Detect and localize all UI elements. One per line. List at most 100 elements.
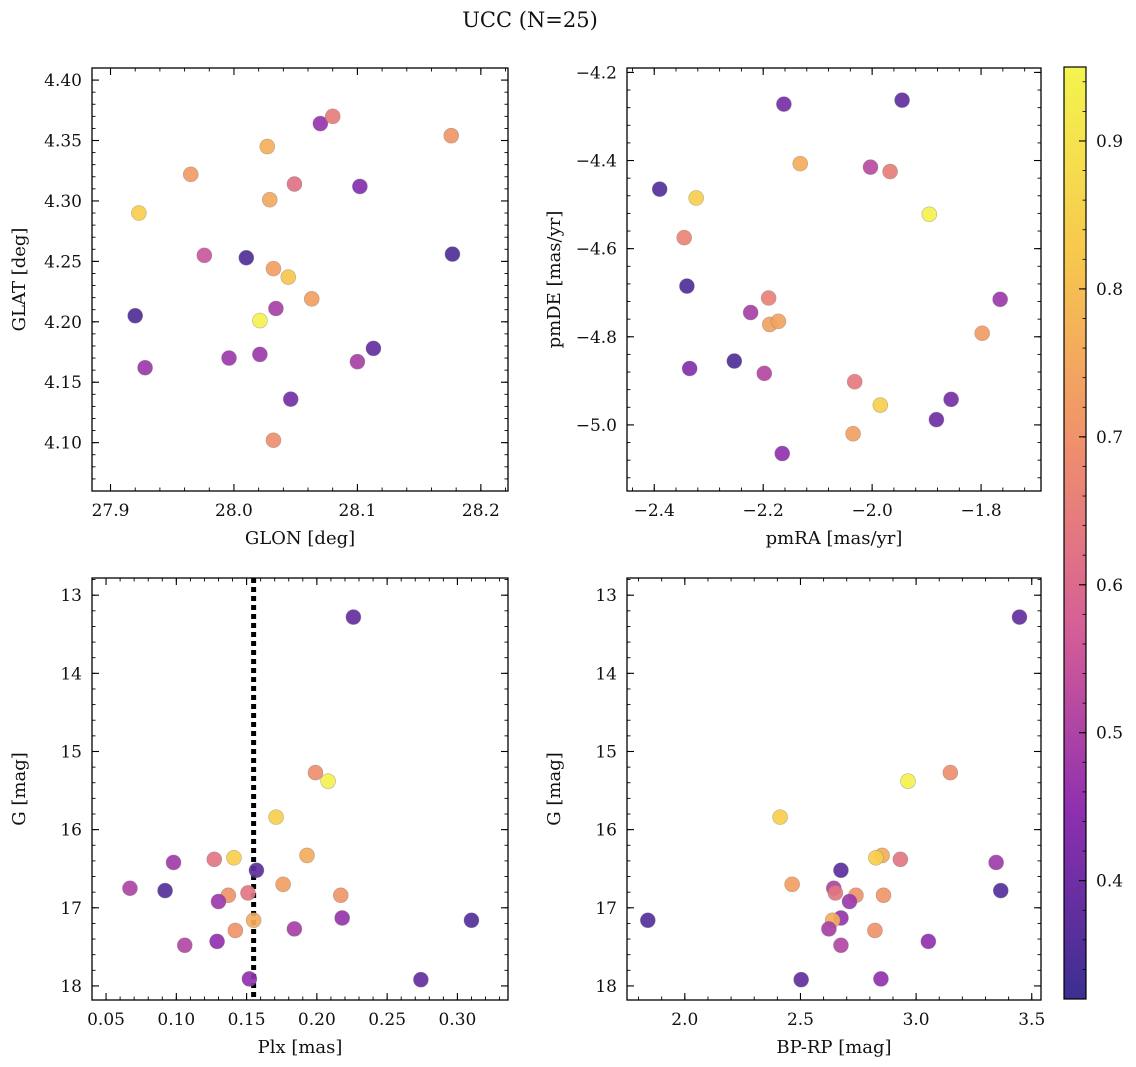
data-point <box>894 92 910 108</box>
x-tick-label: 0.10 <box>157 1010 195 1030</box>
data-point <box>651 181 668 197</box>
y-tick-label: −5.0 <box>576 416 617 436</box>
data-point <box>282 391 299 407</box>
y-tick-label: 4.25 <box>44 252 82 272</box>
data-point <box>349 353 366 370</box>
data-point <box>742 304 759 321</box>
colorbar: 0.4 0.5 0.6 0.7 0.8 0.9 <box>1063 66 1123 1000</box>
y-tick-label: −4.2 <box>576 63 617 83</box>
y-tick-label: −4.8 <box>576 328 617 348</box>
data-point <box>227 922 244 939</box>
colorbar-tick-label: 0.7 <box>1096 428 1123 448</box>
data-point <box>268 300 284 317</box>
y-tick-label: 17 <box>60 899 82 919</box>
x-tick-label: 0.15 <box>228 1010 266 1030</box>
data-point <box>827 885 844 901</box>
data-point <box>334 910 350 926</box>
data-point <box>772 809 788 825</box>
y-tick-label: 18 <box>595 977 617 997</box>
data-point <box>365 340 382 357</box>
x-tick-label: −2.4 <box>634 501 675 521</box>
y-tick-label: 13 <box>595 586 617 606</box>
x-tick-label: 3.0 <box>903 1010 930 1030</box>
y-axis-label: pmDE [mas/yr] <box>544 211 565 349</box>
data-point <box>921 206 938 223</box>
data-point <box>165 854 182 871</box>
data-point <box>770 313 787 330</box>
y-axis-label: GLAT [deg] <box>9 228 30 332</box>
data-point <box>131 205 147 221</box>
data-point <box>846 373 863 390</box>
data-point <box>303 291 320 307</box>
x-tick-label: 0.20 <box>298 1010 336 1030</box>
data-point <box>688 190 704 206</box>
axes-frame <box>626 67 1042 492</box>
data-point <box>882 163 898 180</box>
panel-glon-glat: 27.9 28.0 28.1 28.2 4.10 4.15 4.20 4.25 4.30 4.35… <box>9 67 509 549</box>
data-point <box>760 290 777 306</box>
x-tick-label: 3.5 <box>1018 1010 1045 1030</box>
x-tick-label: −1.8 <box>960 501 1001 521</box>
y-tick-label: 4.40 <box>44 71 82 91</box>
data-point <box>676 229 692 246</box>
colorbar-tick-label: 0.5 <box>1096 724 1123 744</box>
panel-pmra-pmde: −2.4 −2.2 −2.0 −1.8 −5.0 −4.8 −4.6 −4.4 −4.2 pmRA… <box>544 63 1042 549</box>
data-point <box>286 921 303 937</box>
x-tick-label: 28.2 <box>462 501 500 521</box>
x-axis-label: BP-RP [mag] <box>776 1037 891 1058</box>
data-point <box>845 425 861 442</box>
data-point <box>265 260 282 277</box>
y-tick-label: 15 <box>595 742 617 762</box>
colorbar-frame <box>1063 66 1087 1000</box>
data-point <box>268 809 284 825</box>
y-tick-label: 4.15 <box>44 373 82 393</box>
x-tick-label: 0.25 <box>368 1010 406 1030</box>
data-point <box>862 159 879 175</box>
data-point <box>892 851 909 868</box>
data-point <box>726 353 743 369</box>
y-tick-label: 13 <box>60 586 82 606</box>
data-point <box>196 247 213 264</box>
x-tick-label: 28.0 <box>215 501 253 521</box>
y-tick-label: 4.30 <box>44 192 82 212</box>
data-point <box>206 851 223 868</box>
data-point <box>776 96 792 112</box>
data-point <box>286 176 303 192</box>
x-tick-label: 28.1 <box>338 501 376 521</box>
data-point <box>942 764 959 781</box>
data-point <box>928 411 945 428</box>
x-tick-label: 0.05 <box>87 1010 125 1030</box>
data-point <box>210 893 227 910</box>
colorbar-fill <box>1064 67 1086 999</box>
y-tick-label: 4.35 <box>44 132 82 152</box>
data-point <box>640 912 656 929</box>
data-point <box>988 854 1004 871</box>
data-point <box>137 359 153 376</box>
y-tick-label: 16 <box>595 821 617 841</box>
colorbar-tick-label: 0.4 <box>1096 872 1123 892</box>
data-point <box>299 847 315 864</box>
x-axis-label: Plx [mas] <box>258 1037 343 1058</box>
data-point <box>992 291 1008 308</box>
data-point <box>248 862 265 879</box>
data-point <box>122 880 138 897</box>
x-tick-label: 0.30 <box>438 1010 476 1030</box>
axes-frame <box>91 577 509 1001</box>
data-point <box>841 893 858 910</box>
y-tick-label: 18 <box>60 977 82 997</box>
y-tick-label: 16 <box>60 821 82 841</box>
x-tick-label: 2.0 <box>671 1010 698 1030</box>
data-point <box>332 887 349 904</box>
data-point <box>127 307 144 324</box>
data-point <box>867 922 883 939</box>
data-point <box>793 971 809 988</box>
data-point <box>176 937 193 954</box>
data-point <box>875 887 892 904</box>
axes-frame <box>626 577 1042 1001</box>
data-point <box>352 178 368 195</box>
y-tick-label: −4.6 <box>576 240 617 260</box>
data-point <box>345 609 362 625</box>
data-point <box>241 971 258 987</box>
data-point <box>245 912 262 929</box>
